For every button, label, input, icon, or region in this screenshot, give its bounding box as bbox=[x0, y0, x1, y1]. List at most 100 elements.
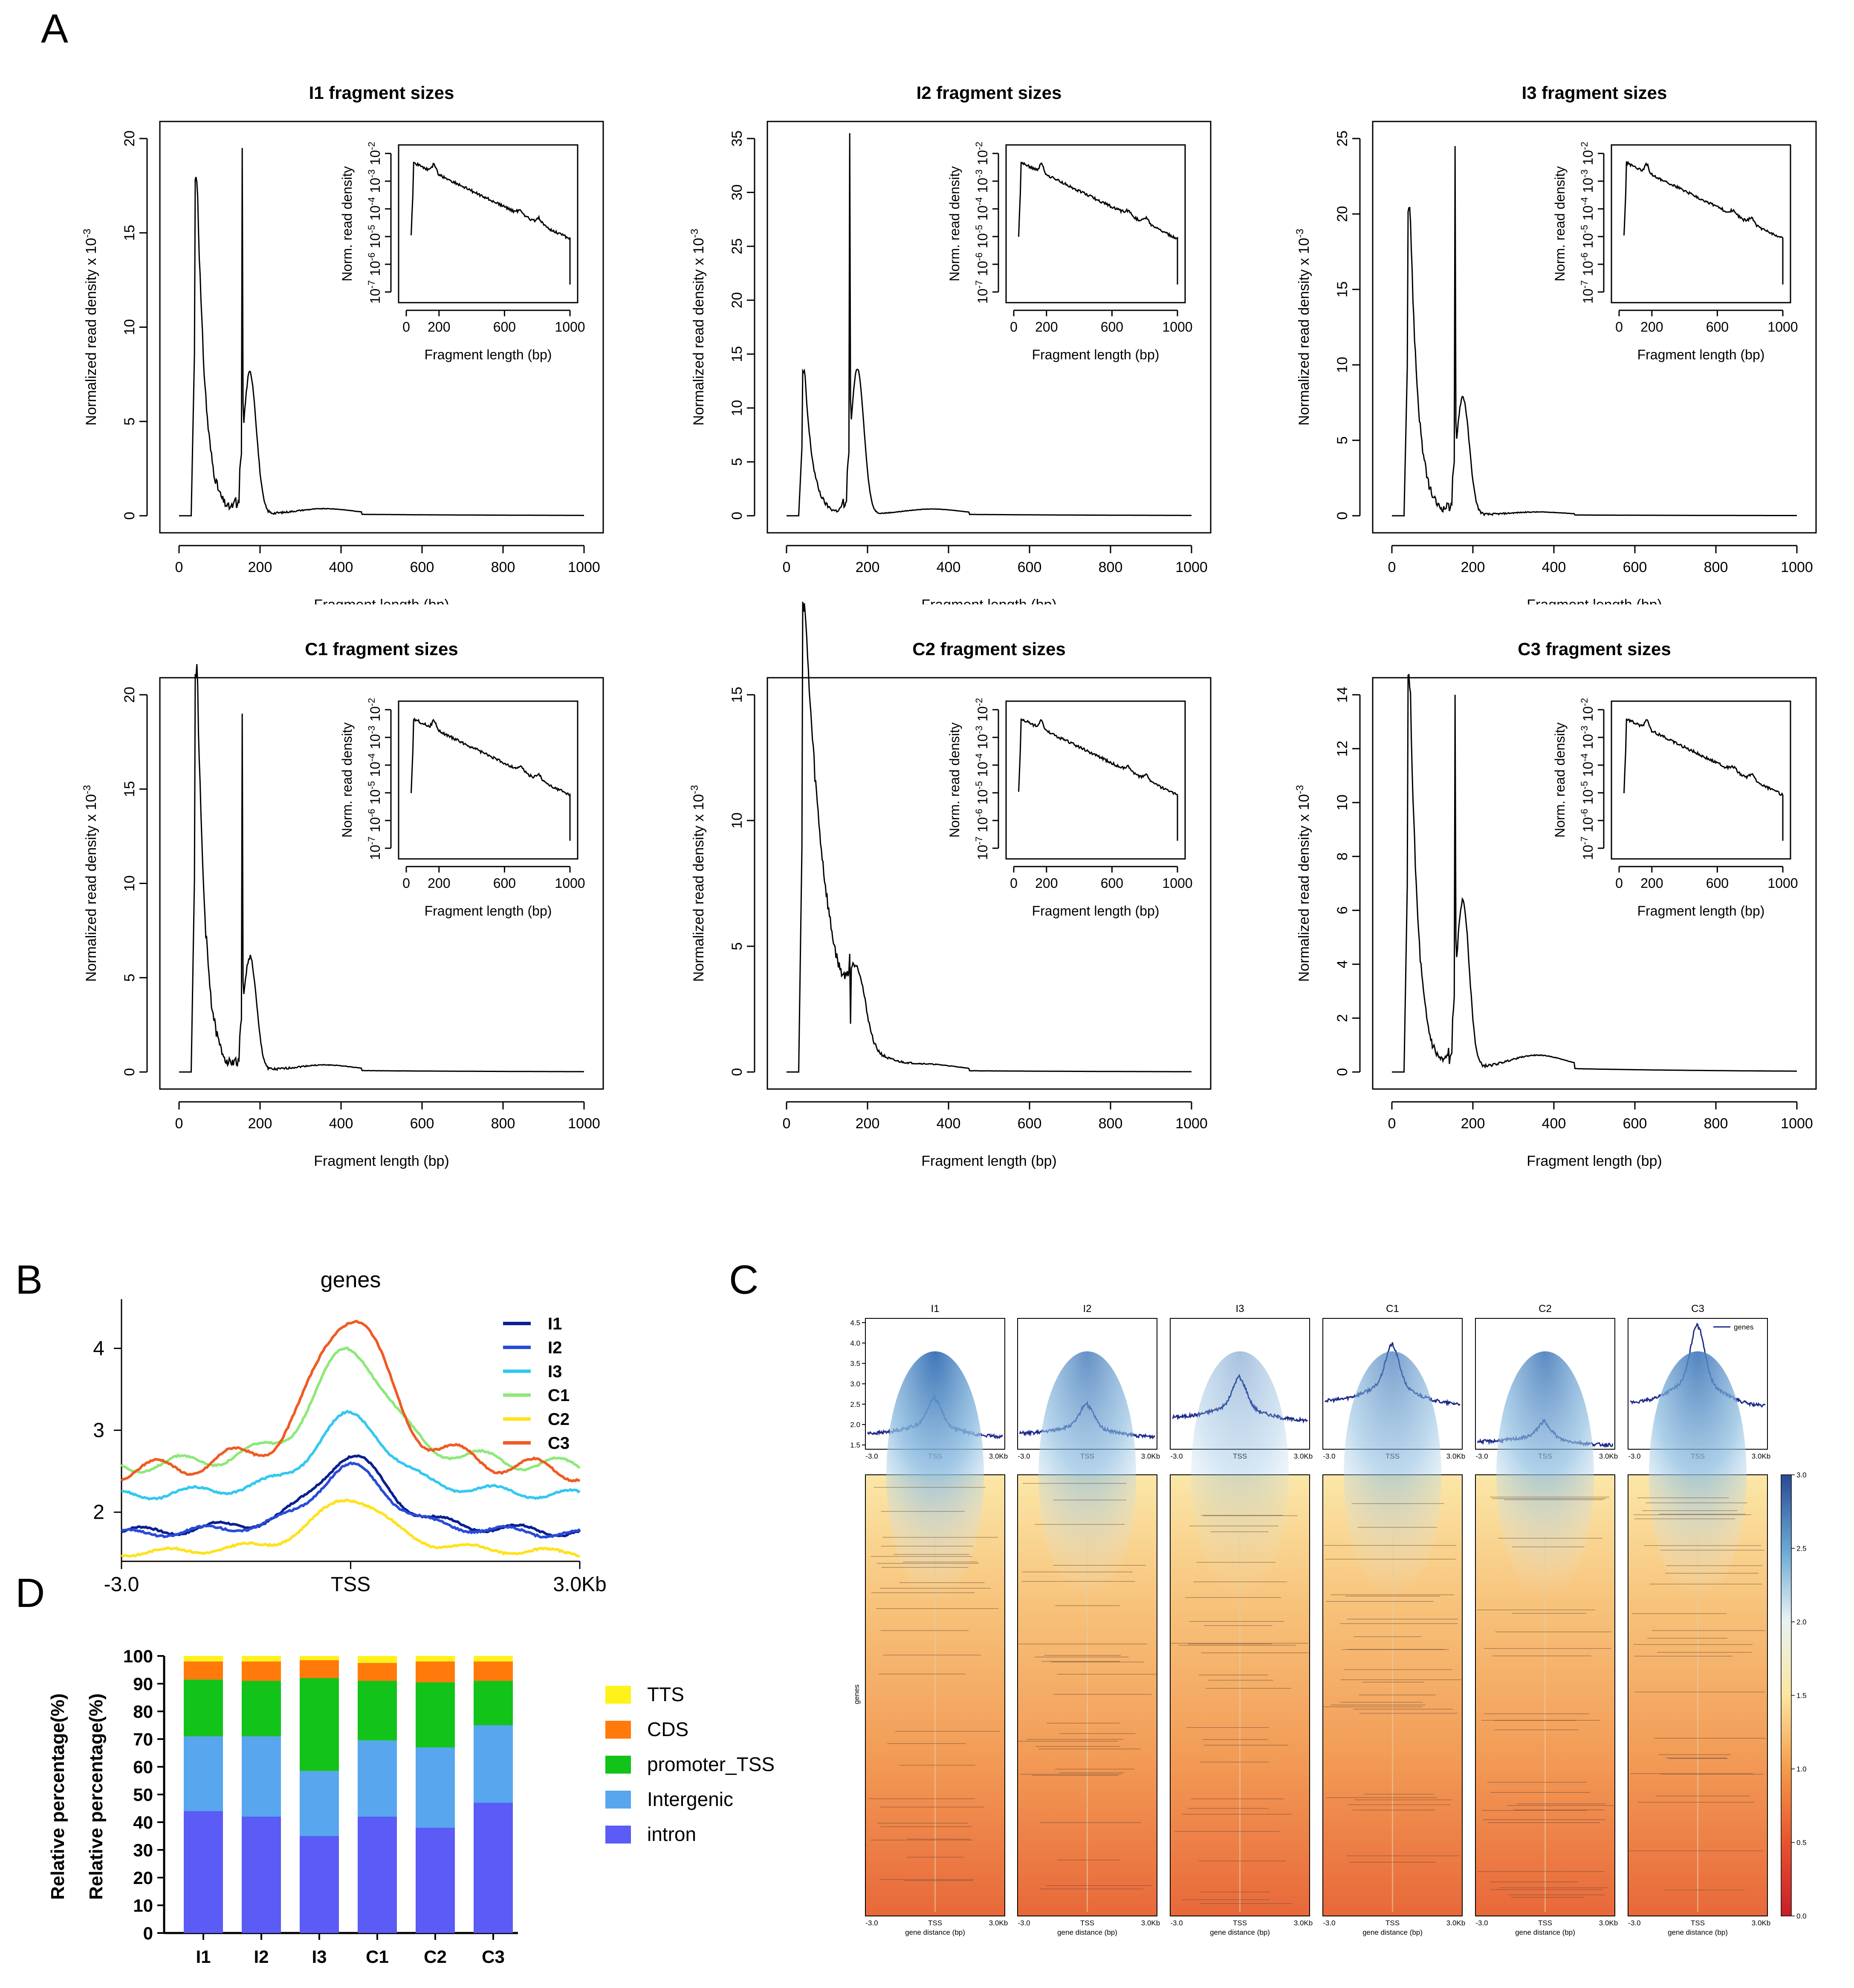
x-tick-label: 1000 bbox=[1175, 559, 1208, 575]
inset-density-line bbox=[1623, 718, 1784, 841]
profile-x-tick-label: 3.0Kb bbox=[1446, 1452, 1465, 1460]
x-tick-label: 400 bbox=[937, 559, 961, 575]
y-axis-label: Normalized read density x 10-3 bbox=[1294, 229, 1313, 426]
x-axis-label: Fragment length (bp) bbox=[1527, 1153, 1662, 1169]
inset-x-tick-label: 200 bbox=[1035, 319, 1058, 335]
y-axis-label-exponent: -3 bbox=[81, 785, 93, 794]
inset-y-axis-label: Norm. read density bbox=[947, 722, 962, 838]
y-tick-label: 20 bbox=[133, 1868, 153, 1888]
x-tick-label: 200 bbox=[248, 1115, 272, 1132]
x-tick-label: 200 bbox=[856, 1115, 880, 1132]
panel-letter-d: D bbox=[15, 1570, 45, 1616]
heatmap-x-axis-label: gene distance (bp) bbox=[905, 1928, 965, 1936]
y-tick-label: 0 bbox=[143, 1923, 153, 1943]
y-axis-label-exponent: -3 bbox=[81, 229, 93, 238]
inset-x-tick-label: 0 bbox=[1010, 876, 1018, 891]
colorbar-tick-label: 1.0 bbox=[1796, 1765, 1807, 1773]
heatmap-x-tick-label: 3.0Kb bbox=[1752, 1919, 1770, 1927]
profile-x-tick-label: -3.0 bbox=[1475, 1452, 1488, 1460]
inset-y-tick-label: 10-5 bbox=[974, 781, 991, 804]
legend-swatch-TTS bbox=[605, 1686, 631, 1704]
legend-label-promoter_TSS: promoter_TSS bbox=[647, 1753, 775, 1775]
fragment-plot-title: C3 fragment sizes bbox=[1518, 639, 1671, 659]
inset-x-tick-label: 0 bbox=[1010, 319, 1018, 335]
inset-x-tick-label: 0 bbox=[1615, 319, 1623, 335]
inset-y-tick-exponent: -3 bbox=[1579, 169, 1590, 178]
inset-y-tick-label: 10-2 bbox=[974, 142, 991, 165]
x-tick-label: I1 bbox=[196, 1947, 211, 1967]
y-tick-label: 0 bbox=[729, 512, 745, 520]
y-tick-label: 6 bbox=[1334, 906, 1351, 914]
inset-y-tick-exponent: -6 bbox=[366, 809, 377, 817]
profile-series-C1 bbox=[120, 1346, 581, 1474]
legend-label-I2: I2 bbox=[548, 1338, 562, 1357]
fragment-density-line bbox=[1392, 146, 1797, 517]
inset-y-tick-exponent: -2 bbox=[1579, 142, 1590, 150]
inset-x-tick-label: 200 bbox=[1640, 876, 1663, 891]
inset-x-tick-label: 200 bbox=[1640, 319, 1663, 335]
x-tick-label: 200 bbox=[856, 559, 880, 575]
heatmap-column-I1: I11.52.02.53.03.54.04.5-3.0TSS3.0Kb-3.0T… bbox=[850, 1303, 1008, 1936]
inset-y-tick-exponent: -3 bbox=[1579, 725, 1590, 734]
y-tick-label: 70 bbox=[133, 1729, 153, 1749]
bar-segment-TTS bbox=[358, 1656, 397, 1663]
fragment-plot-title: I2 fragment sizes bbox=[917, 83, 1062, 103]
y-tick-label: 10 bbox=[729, 400, 745, 416]
x-axis-label-clipped: Fragment length (bp) bbox=[921, 597, 1057, 613]
inset-y-tick-label: 10-6 bbox=[974, 809, 991, 832]
inset-y-tick-label: 10-7 bbox=[1579, 280, 1596, 303]
bar-segment-intron bbox=[184, 1811, 223, 1933]
fragment-plot-title: C2 fragment sizes bbox=[912, 639, 1065, 659]
plot-frame bbox=[159, 677, 604, 1090]
bar-segment-TTS bbox=[300, 1656, 339, 1660]
column-title: I1 bbox=[931, 1303, 939, 1315]
inset-y-tick-label: 10-6 bbox=[366, 809, 383, 832]
bar-segment-promoter_TSS bbox=[474, 1681, 513, 1725]
profile-y-tick-label: 3.0 bbox=[850, 1380, 860, 1388]
y-tick-label: 14 bbox=[1334, 687, 1351, 703]
x-tick-label: 600 bbox=[1623, 1115, 1647, 1132]
plot-frame bbox=[1372, 677, 1817, 1090]
bar-segment-intron bbox=[358, 1817, 397, 1933]
bar-segment-intron bbox=[474, 1803, 513, 1933]
panel-b-genes-profile: genes -3.0 TSS 3.0Kb 2 3 4 I1 I2 I3 C1 C2 C3 bbox=[93, 1268, 606, 1596]
x-tick-label: I3 bbox=[312, 1947, 327, 1967]
x-tick-label: 0 bbox=[783, 1115, 791, 1132]
inset-y-tick-exponent: -6 bbox=[1579, 252, 1590, 261]
profile-x-tick-label: 3.0Kb bbox=[989, 1452, 1008, 1460]
y-tick-label: 35 bbox=[729, 130, 745, 147]
inset-y-tick-exponent: -6 bbox=[366, 252, 377, 261]
legend-swatch-Intergenic bbox=[605, 1791, 631, 1809]
y-tick-label: 100 bbox=[123, 1646, 153, 1666]
inset-y-tick-label: 10-6 bbox=[1579, 809, 1596, 832]
inset-x-axis-label: Fragment length (bp) bbox=[1637, 903, 1765, 919]
y-axis-label-exponent: -3 bbox=[1294, 785, 1306, 794]
y-axis-label: Relative percentage(%) bbox=[86, 1693, 107, 1900]
inset-x-tick-label: 600 bbox=[1706, 319, 1729, 335]
inset-y-tick-label: 10-3 bbox=[1579, 725, 1596, 749]
fragment-plot-title: I3 fragment sizes bbox=[1522, 83, 1667, 103]
profile-x-tick-label: -3.0 bbox=[1170, 1452, 1183, 1460]
inset-y-tick-label: 10-2 bbox=[366, 698, 383, 721]
inset-y-tick-label: 10-5 bbox=[366, 225, 383, 248]
x-tick-label: 600 bbox=[410, 559, 434, 575]
y-tick-label: 80 bbox=[133, 1702, 153, 1722]
colorbar-tick-label: 0.0 bbox=[1796, 1912, 1807, 1920]
inset-y-tick-exponent: -3 bbox=[974, 169, 984, 178]
heatmap-x-tick-label: TSS bbox=[1691, 1919, 1705, 1927]
bar-segment-CDS bbox=[474, 1661, 513, 1681]
colorbar bbox=[1781, 1474, 1792, 1916]
profile-x-tick-label: -3.0 bbox=[1018, 1452, 1030, 1460]
x-tick-label: 800 bbox=[1099, 559, 1123, 575]
x-tick-label: 0 bbox=[1388, 1115, 1396, 1132]
y-tick-label: 0 bbox=[1334, 512, 1351, 520]
profile-line bbox=[1324, 1342, 1461, 1407]
bar-segment-promoter_TSS bbox=[416, 1682, 455, 1748]
inset-y-tick-label: 10-6 bbox=[1579, 252, 1596, 276]
x-tick-label: 600 bbox=[1018, 559, 1042, 575]
fragment-density-line bbox=[179, 664, 584, 1073]
heatmap-x-tick-label: -3.0 bbox=[865, 1919, 878, 1927]
y-tick-label: 10 bbox=[133, 1896, 153, 1916]
